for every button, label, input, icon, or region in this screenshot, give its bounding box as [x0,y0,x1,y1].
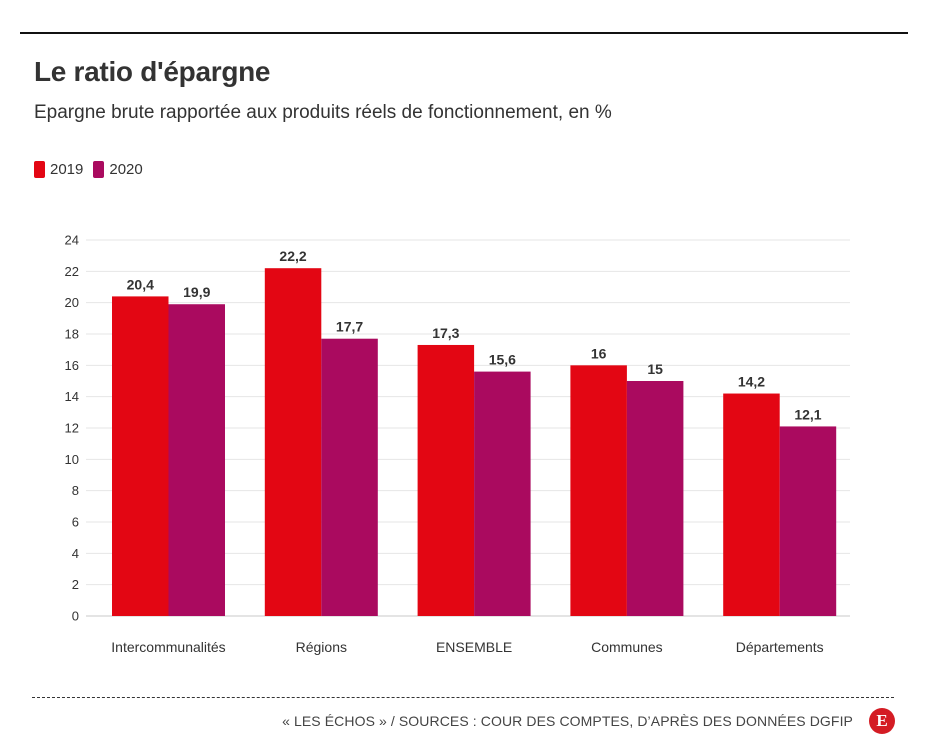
bar-2020 [321,338,378,616]
bar-2020 [779,426,837,616]
legend-item-2019: 2019 [34,161,83,178]
x-tick-label: ENSEMBLE [436,639,512,655]
x-tick-label: Communes [591,639,663,655]
data-label: 20,4 [127,276,154,292]
y-tick-label: 20 [65,295,79,310]
y-tick-label: 16 [65,358,79,373]
data-label: 17,3 [432,325,459,341]
y-tick-label: 2 [72,577,79,592]
bar-2020 [626,381,684,616]
legend: 2019 2020 [34,161,143,178]
bar-2019 [264,268,322,616]
x-tick-label: Intercommunalités [111,639,225,655]
y-tick-label: 10 [65,452,79,467]
data-label: 14,2 [738,374,765,390]
y-tick-label: 12 [65,421,79,436]
data-label: 17,7 [336,319,363,335]
legend-label-2019: 2019 [50,161,84,178]
bar-2019 [417,344,475,616]
data-label: 12,1 [794,406,821,422]
les-echos-logo: E [869,708,895,734]
data-label: 22,2 [279,248,306,264]
y-tick-label: 14 [65,389,79,404]
bar-2019 [112,296,169,616]
bar-2020 [474,371,531,616]
y-tick-label: 18 [65,327,79,342]
y-tick-label: 4 [72,546,79,561]
data-label: 19,9 [183,284,210,300]
y-tick-label: 8 [72,483,79,498]
data-label: 15 [647,361,663,377]
y-tick-label: 22 [65,264,79,279]
legend-swatch-2020 [93,161,105,178]
legend-swatch-2019 [34,161,45,178]
data-label: 16 [591,345,607,361]
y-tick-label: 24 [65,233,79,248]
legend-item-2020: 2020 [93,161,143,178]
chart-subtitle: Epargne brute rapportée aux produits rée… [34,102,612,123]
source-note: « LES ÉCHOS » / SOURCES : COUR DES COMPT… [282,713,853,729]
bar-2020 [168,304,225,616]
bottom-rule [32,697,894,698]
chart-title: Le ratio d'épargne [34,56,271,87]
bar-2019 [723,393,780,616]
x-tick-label: Régions [296,639,347,655]
legend-label-2020: 2020 [109,161,143,178]
top-rule [20,32,908,34]
y-tick-label: 6 [72,515,79,530]
y-tick-label: 0 [72,609,79,624]
x-tick-label: Départements [736,639,824,655]
data-label: 15,6 [489,352,516,368]
bar-2019 [570,365,627,616]
